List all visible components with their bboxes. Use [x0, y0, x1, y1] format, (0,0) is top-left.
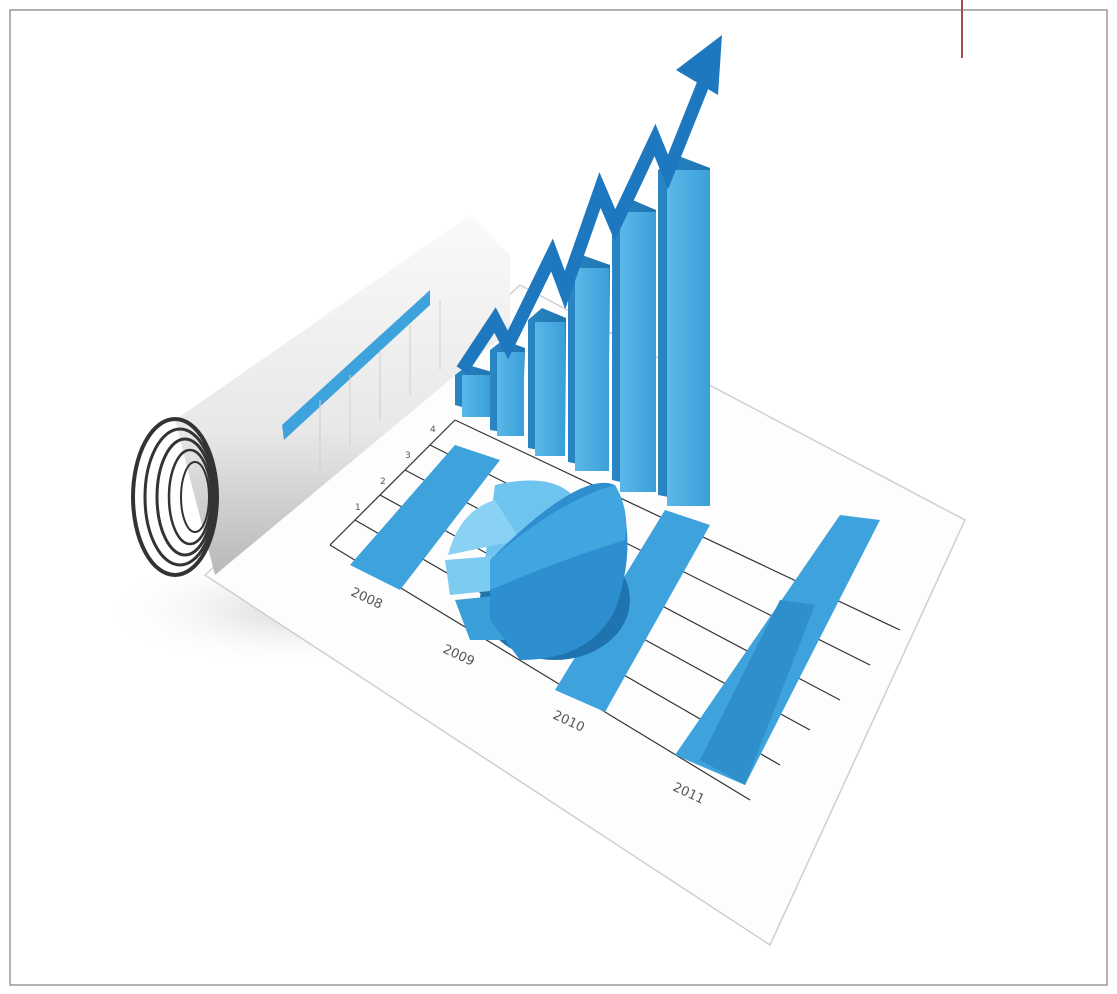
axis-label: 4: [430, 425, 436, 435]
roll-bar: [282, 290, 430, 440]
roll-lines: [319, 300, 441, 470]
pie: [445, 480, 630, 660]
arrow-head: [676, 35, 722, 95]
flat-bars: [350, 445, 880, 785]
axis-labels: 4 3 2 1: [355, 425, 436, 513]
axis-label: 2: [380, 477, 386, 487]
bars-3d: [455, 155, 710, 506]
axis-label: 1: [355, 503, 361, 513]
axis-label: 3: [405, 451, 411, 461]
roll-spiral: [131, 417, 219, 577]
trend-arrow: [456, 59, 719, 374]
